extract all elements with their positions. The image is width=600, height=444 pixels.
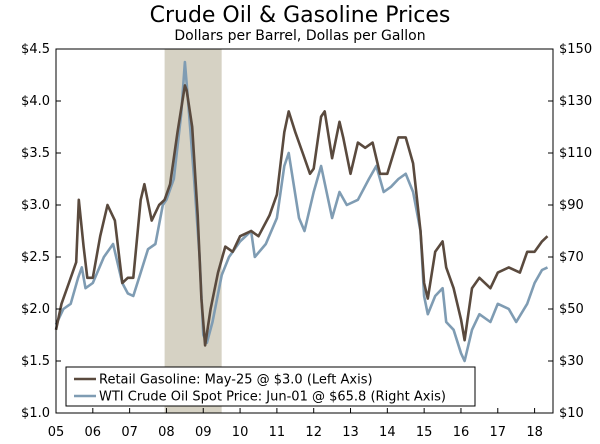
right-tick-label: $10 [559,406,584,421]
legend-label: Retail Gasoline: May-25 @ $3.0 (Left Axi… [99,373,373,388]
series-layer [54,60,549,363]
x-tick-label: 13 [342,425,359,440]
left-tick-label: $1.0 [21,406,50,421]
x-tick-label: 06 [85,425,102,440]
x-tick-label: 15 [416,425,433,440]
right-tick-label: $70 [559,250,584,265]
right-tick-label: $50 [559,302,584,317]
left-tick-label: $2.0 [21,302,50,317]
legend: Retail Gasoline: May-25 @ $3.0 (Left Axi… [65,366,476,407]
x-tick-label: 10 [232,425,249,440]
x-tick-label: 11 [269,425,286,440]
x-tick-label: 14 [379,425,396,440]
legend-box [65,366,476,407]
series-line-wti-crude [54,60,549,363]
axis-layer: $1.0 $1.5 $2.0 $2.5 $3.0 $3.5 $4.0 $4.5 $10 $30 $5… [21,42,592,440]
left-tick-label: $4.5 [21,42,50,57]
x-tick-label: 09 [195,425,212,440]
x-tick-label: 05 [48,425,65,440]
x-tick-label: 16 [453,425,470,440]
plot-frame [55,48,554,414]
x-tick-label: 12 [305,425,322,440]
left-tick-label: $3.5 [21,146,50,161]
right-tick-label: $130 [559,94,592,109]
right-tick-label: $150 [559,42,592,57]
legend-label: WTI Crude Oil Spot Price: Jun-01 @ $65.8… [99,390,446,405]
recession-band [164,49,222,413]
left-tick-label: $3.0 [21,198,50,213]
left-tick-label: $1.5 [21,354,50,369]
chart-subtitle: Dollars per Barrel, Dollas per Gallon [174,28,426,44]
x-tick-label: 08 [158,425,175,440]
recession-shading-layer [164,49,222,413]
right-tick-label: $90 [559,198,584,213]
right-tick-label: $110 [559,146,592,161]
right-tick-label: $30 [559,354,584,369]
left-tick-label: $2.5 [21,250,50,265]
chart-title: Crude Oil & Gasoline Prices [149,3,451,28]
x-tick-label: 17 [490,425,507,440]
left-tick-label: $4.0 [21,94,50,109]
x-tick-label: 07 [121,425,138,440]
x-tick-label: 18 [526,425,543,440]
series-line-retail-gasoline [54,84,549,347]
